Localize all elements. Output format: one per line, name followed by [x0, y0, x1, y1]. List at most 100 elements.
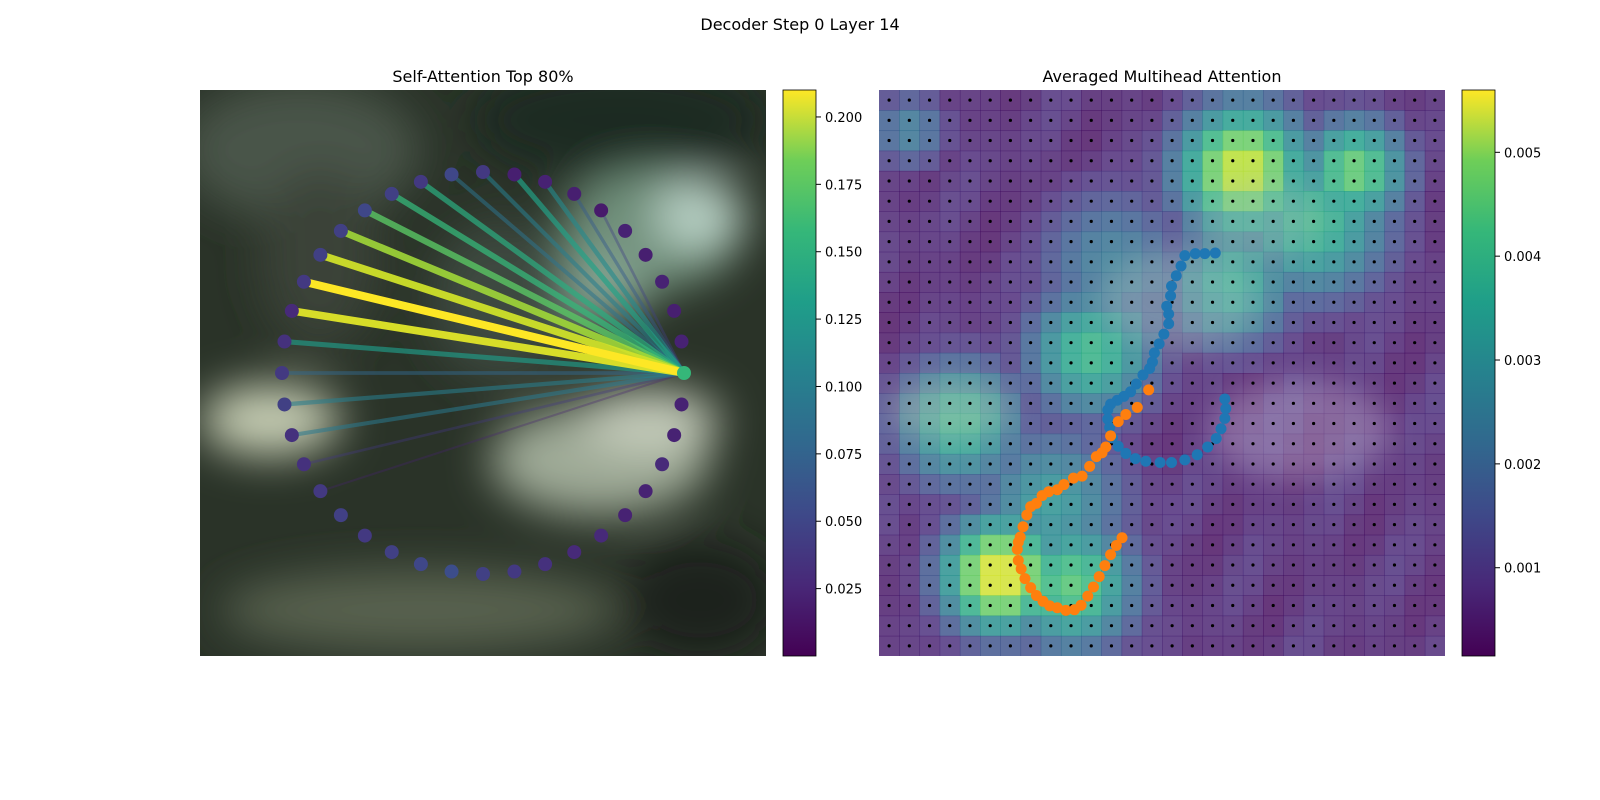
grid-point: [948, 442, 952, 446]
grid-point: [1049, 482, 1053, 486]
grid-point: [1150, 583, 1154, 587]
grid-point: [1413, 341, 1417, 345]
grid-point: [1231, 421, 1235, 426]
grid-point: [1433, 240, 1437, 244]
grid-point: [1130, 624, 1134, 628]
grid-point: [1008, 462, 1012, 466]
grid-point: [1271, 98, 1275, 102]
right-colorbar-gradient: [1461, 89, 1496, 657]
grid-point: [1130, 361, 1134, 365]
grid-point: [1210, 644, 1215, 648]
grid-point: [1069, 361, 1073, 365]
grid-point: [1413, 98, 1417, 102]
grid-point: [887, 401, 891, 405]
grid-point: [1008, 421, 1012, 426]
grid-point: [1413, 381, 1417, 385]
grid-point: [1150, 260, 1154, 264]
grid-point: [1109, 462, 1114, 466]
grid-point: [1049, 260, 1053, 264]
grid-point: [988, 442, 992, 446]
grid-point: [1029, 624, 1033, 628]
grid-point: [1069, 442, 1073, 446]
grid-point: [1210, 381, 1215, 385]
grid-point: [887, 320, 891, 325]
grid-point: [1109, 260, 1114, 264]
grid-point: [1271, 179, 1275, 183]
grid-point: [1109, 583, 1114, 587]
grid-point: [927, 442, 932, 446]
grid-point: [1210, 563, 1215, 567]
grid-point: [887, 603, 891, 608]
grid-point: [1433, 260, 1437, 264]
grid-point: [948, 138, 952, 143]
grid-point: [1008, 482, 1012, 486]
grid-point: [1109, 300, 1114, 304]
grid-point: [1413, 320, 1417, 325]
grid-point: [1392, 260, 1397, 264]
grid-point: [1372, 442, 1376, 446]
grid-point: [968, 199, 972, 203]
grid-point: [988, 502, 992, 506]
grid-point: [1190, 401, 1194, 405]
grid-point: [1433, 523, 1437, 527]
grid-point: [907, 603, 911, 608]
grid-point: [1130, 502, 1134, 506]
grid-point: [1271, 401, 1275, 405]
keypoint: [1175, 260, 1187, 272]
grid-point: [1150, 462, 1154, 466]
grid-point: [1109, 219, 1114, 223]
grid-point: [1433, 583, 1437, 587]
attention-edge: [363, 207, 686, 376]
grid-point: [1332, 583, 1336, 587]
grid-point: [887, 563, 891, 567]
grid-point: [1433, 219, 1437, 223]
right-colorbar-ticks: 0.001 0.002 0.003 0.004 0.005: [1495, 146, 1541, 577]
grid-point: [1251, 320, 1255, 325]
grid-point: [968, 442, 972, 446]
grid-point: [988, 341, 992, 345]
grid-point: [1312, 138, 1316, 143]
keypoint: [1210, 433, 1222, 445]
grid-point: [1413, 138, 1417, 143]
grid-point: [1352, 159, 1356, 163]
grid-point: [1312, 583, 1316, 587]
grid-point: [1170, 563, 1174, 567]
attention-node: [538, 557, 553, 572]
grid-point: [1190, 421, 1194, 426]
grid-point: [1392, 381, 1397, 385]
attention-node: [667, 428, 682, 443]
grid-point: [1392, 482, 1397, 486]
attention-node: [277, 397, 292, 412]
grid-point: [1413, 603, 1417, 608]
colorbar-tick-label: 0.175: [825, 178, 862, 193]
grid-point: [1089, 300, 1093, 304]
grid-point: [1291, 280, 1295, 284]
grid-point: [1312, 320, 1316, 325]
grid-point: [1231, 502, 1235, 506]
grid-point: [887, 624, 891, 628]
grid-point: [1150, 341, 1154, 345]
grid-point: [1029, 199, 1033, 203]
grid-point: [1210, 361, 1215, 365]
keypoint: [1099, 560, 1111, 572]
grid-point: [1413, 462, 1417, 466]
grid-point: [948, 118, 952, 122]
grid-point: [1049, 624, 1053, 628]
grid-point: [1271, 320, 1275, 325]
grid-point: [948, 219, 952, 223]
grid-point: [1372, 179, 1376, 183]
grid-point: [1291, 462, 1295, 466]
grid-point: [887, 138, 891, 143]
grid-point: [907, 300, 911, 304]
grid-point: [1069, 240, 1073, 244]
grid-point: [1271, 462, 1275, 466]
grid-point: [1150, 240, 1154, 244]
keypoint: [1158, 328, 1170, 340]
grid-point: [1069, 563, 1073, 567]
grid-point: [1332, 603, 1336, 608]
keypoint: [1067, 472, 1079, 484]
keypoint: [1219, 393, 1231, 405]
grid-point: [1170, 199, 1174, 203]
grid-point: [1008, 219, 1012, 223]
grid-point: [1231, 381, 1235, 385]
